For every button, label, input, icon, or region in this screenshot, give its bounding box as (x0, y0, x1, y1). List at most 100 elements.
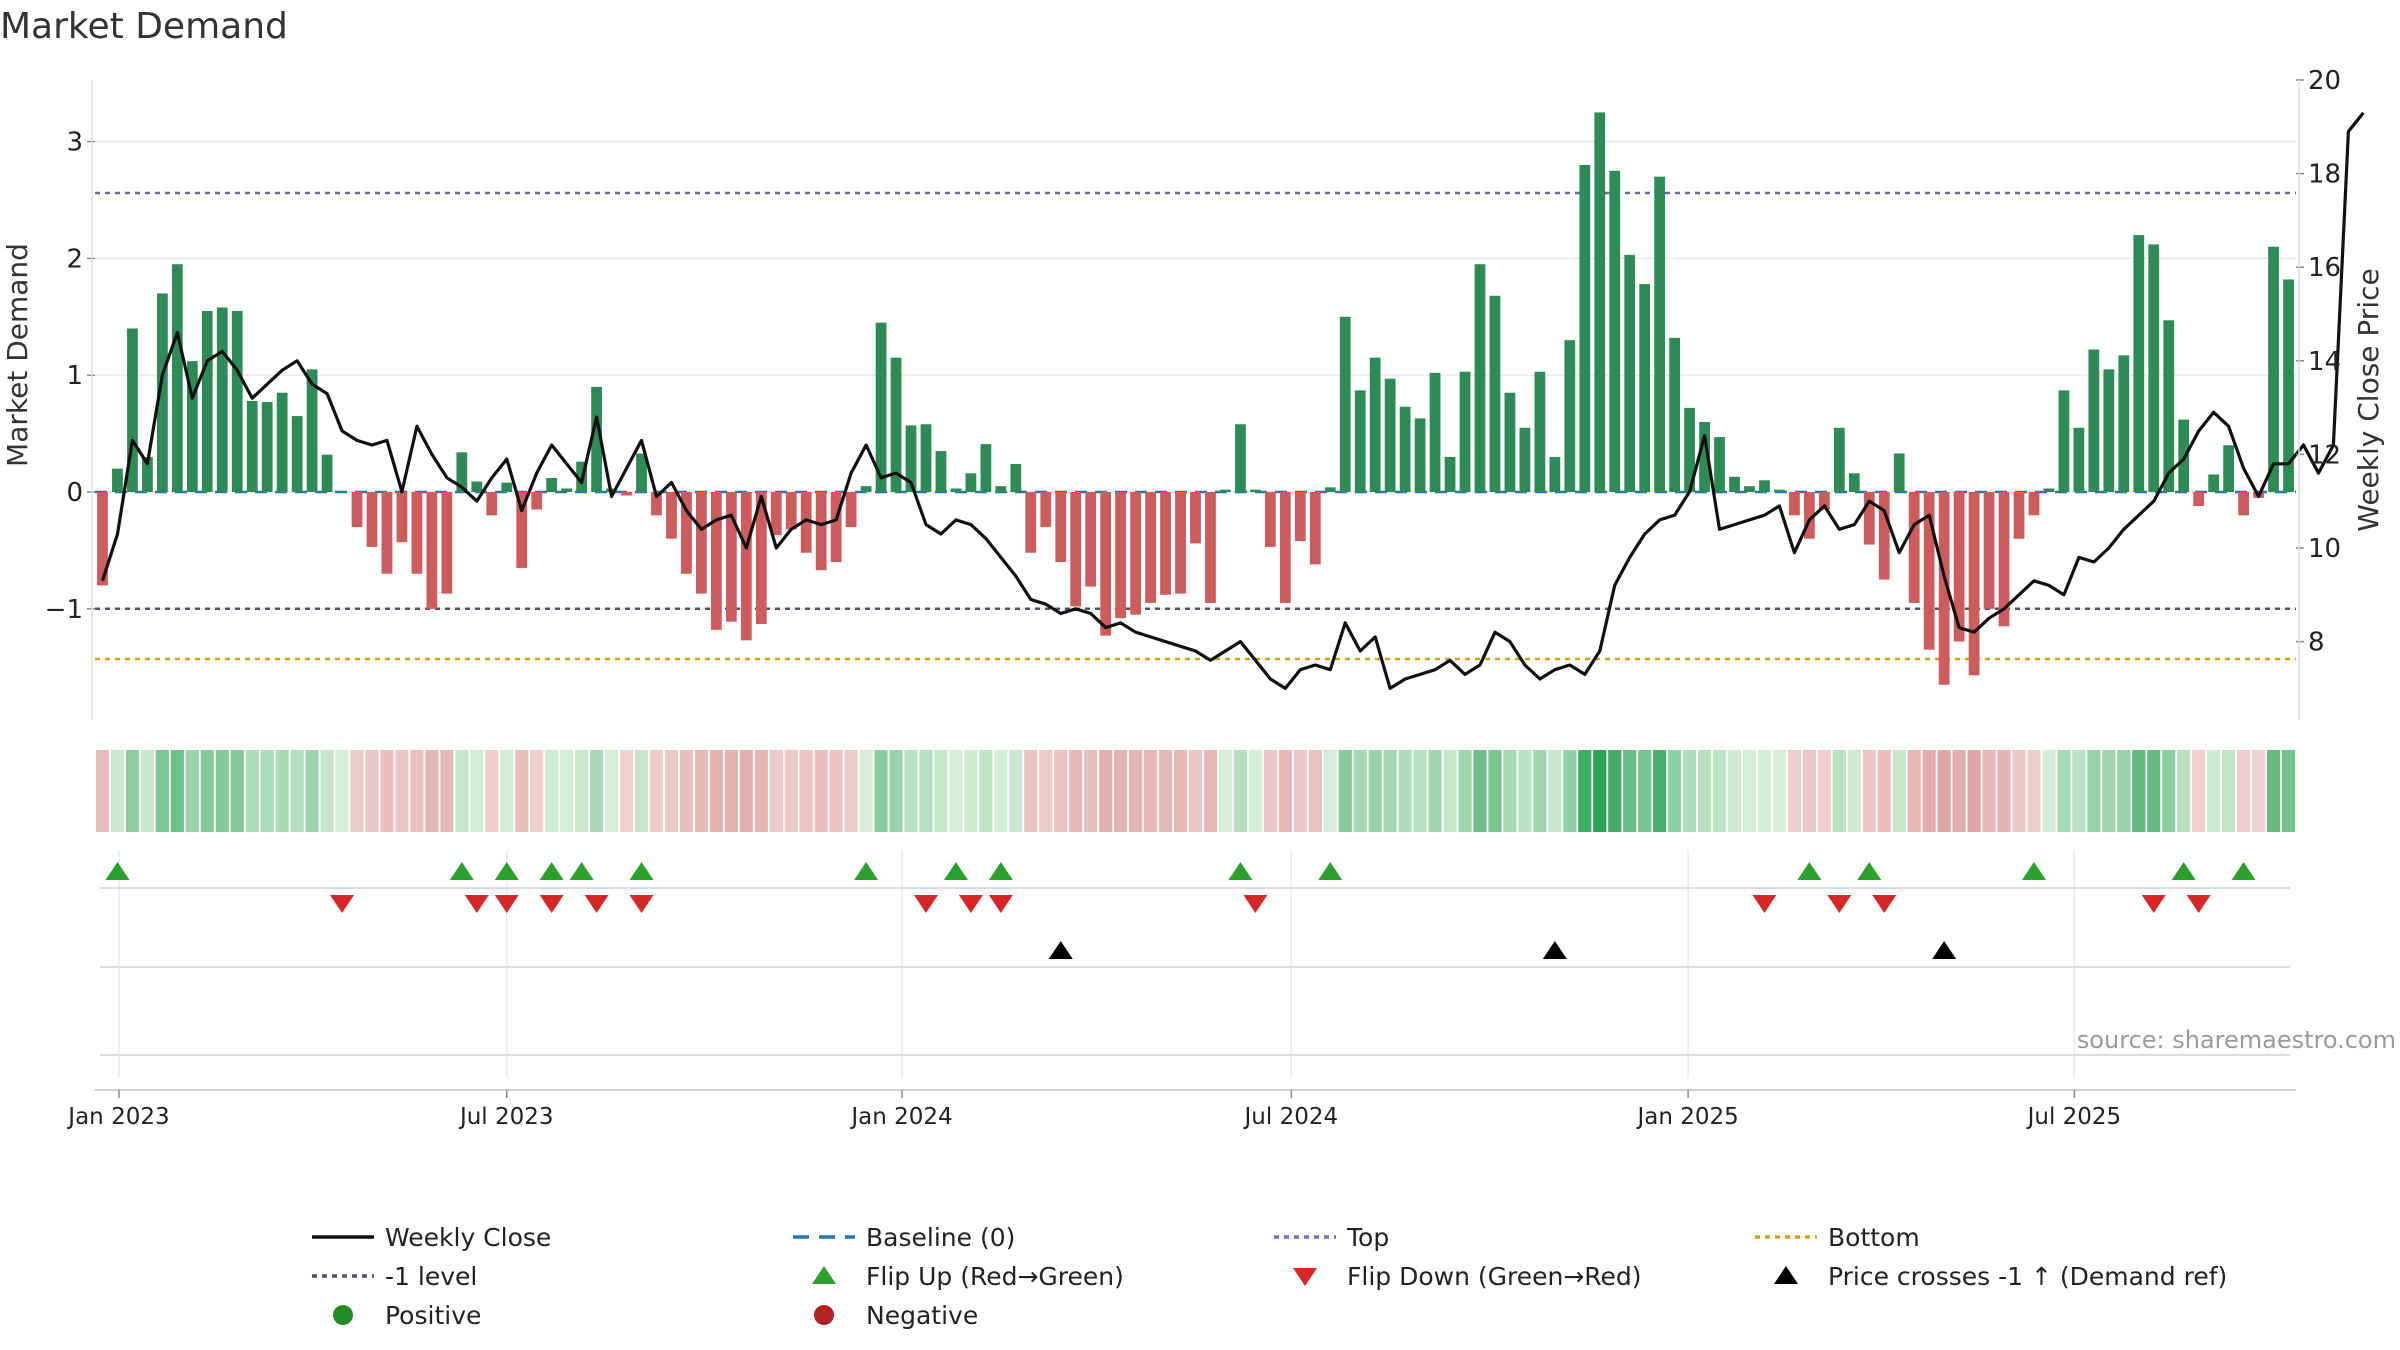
heat-cell (1114, 750, 1128, 832)
heat-cell (1129, 750, 1143, 832)
right-tick-label: 18 (2308, 160, 2341, 190)
demand-bar (2058, 390, 2070, 492)
demand-bar (411, 492, 423, 574)
heat-cell (305, 750, 319, 832)
demand-bar (486, 492, 498, 516)
demand-bar (97, 492, 108, 586)
demand-bar (246, 400, 258, 492)
demand-bar (1953, 492, 1965, 642)
demand-bar (2118, 355, 2130, 492)
demand-bar (2133, 235, 2145, 493)
heat-cell (904, 750, 918, 832)
demand-bar (1908, 492, 1920, 603)
flip-up-marker (854, 862, 879, 880)
demand-bar (546, 477, 558, 492)
demand-bar (710, 492, 722, 630)
legend-item-minus_one: -1 level (312, 1262, 477, 1291)
heat-cell (185, 750, 199, 832)
heat-cell (2281, 750, 2296, 832)
legend-label: Baseline (0) (866, 1223, 1015, 1252)
heat-cell (200, 750, 214, 832)
heat-cell (1952, 750, 1966, 832)
heat-cell (1143, 750, 1158, 832)
heat-cell (1787, 750, 1801, 832)
heat-cell (709, 750, 723, 832)
demand-bar (381, 492, 393, 574)
legend-swatch-triangle-down (1293, 1268, 1317, 1286)
legend-swatch-triangle-up (1774, 1266, 1798, 1284)
flip-up-marker (2231, 862, 2256, 880)
demand-bar (321, 454, 333, 492)
demand-bar (1803, 492, 1815, 539)
heat-cell (1548, 750, 1562, 832)
demand-bar (1459, 371, 1471, 492)
heat-cell (1099, 750, 1113, 832)
right-tick-label: 20 (2308, 66, 2341, 96)
demand-bar (920, 424, 932, 492)
flip-up-marker (2021, 862, 2046, 880)
legend-item-flip_down: Flip Down (Green→Red) (1293, 1262, 1642, 1291)
flip-up-marker (105, 862, 130, 880)
demand-bar (2148, 244, 2160, 492)
demand-bar (1564, 340, 1576, 492)
flip-up-marker (1857, 862, 1882, 880)
x-tick-label: Jan 2023 (66, 1104, 169, 1130)
legend-swatch-dot (814, 1305, 834, 1325)
legend-label: Positive (385, 1301, 481, 1330)
heat-cell (2237, 750, 2251, 832)
demand-bar (127, 328, 138, 492)
legend-item-flip_up: Flip Up (Red→Green) (812, 1262, 1124, 1291)
right-tick-label: 14 (2308, 347, 2341, 377)
heat-cell (664, 750, 679, 832)
heat-cell (1832, 750, 1846, 832)
heat-cell (1338, 750, 1352, 832)
heat-cell (1638, 750, 1652, 832)
heat-cell (170, 750, 184, 832)
demand-bar (1384, 378, 1396, 492)
heat-cell (1293, 750, 1307, 832)
demand-bar (1519, 427, 1531, 492)
demand-bar (1699, 421, 1710, 492)
demand-bar (1669, 337, 1681, 492)
heat-cell (440, 750, 454, 832)
heat-cell (634, 750, 649, 832)
heat-cell (1084, 750, 1098, 832)
demand-bar (1324, 487, 1336, 492)
demand-bar (2208, 474, 2220, 492)
flip-up-marker (2171, 862, 2196, 880)
legend-item-baseline: Baseline (0) (793, 1223, 1015, 1252)
heat-cell (1473, 750, 1487, 832)
legend-label: Weekly Close (385, 1223, 551, 1252)
demand-bar (1264, 492, 1276, 547)
x-axis-ticks: Jan 2023 Jul 2023 Jan 2024 Jul 2024 Jan 2025… (66, 1090, 2121, 1130)
heat-cell (1323, 750, 1337, 832)
heat-cell (455, 750, 469, 832)
demand-bar (1309, 492, 1321, 565)
demand-bar (1759, 480, 1770, 492)
demand-bar (1923, 492, 1935, 650)
demand-bar (1818, 492, 1830, 510)
demand-bar (2238, 492, 2249, 516)
demand-bar (1294, 492, 1306, 542)
demand-bar (800, 492, 812, 553)
legend-label: Top (1346, 1223, 1389, 1252)
heat-cell (1383, 750, 1397, 832)
heat-cell (814, 750, 828, 832)
heat-cell (380, 750, 394, 832)
x-tick-label: Jan 2025 (1635, 1104, 1738, 1130)
legend-label: Bottom (1828, 1223, 1920, 1252)
demand-bar (561, 488, 573, 492)
demand-bar (621, 492, 632, 496)
heat-cell (1443, 750, 1457, 832)
heat-cell (889, 750, 903, 832)
reference-lines (95, 191, 2296, 661)
demand-bar (1938, 492, 1950, 685)
demand-bar (1399, 406, 1411, 492)
heat-cell (275, 750, 289, 832)
demand-bar (171, 264, 183, 492)
heat-cell (1203, 750, 1218, 832)
heat-cell (155, 750, 169, 832)
demand-bar (1848, 473, 1860, 492)
heat-cell (829, 750, 843, 832)
